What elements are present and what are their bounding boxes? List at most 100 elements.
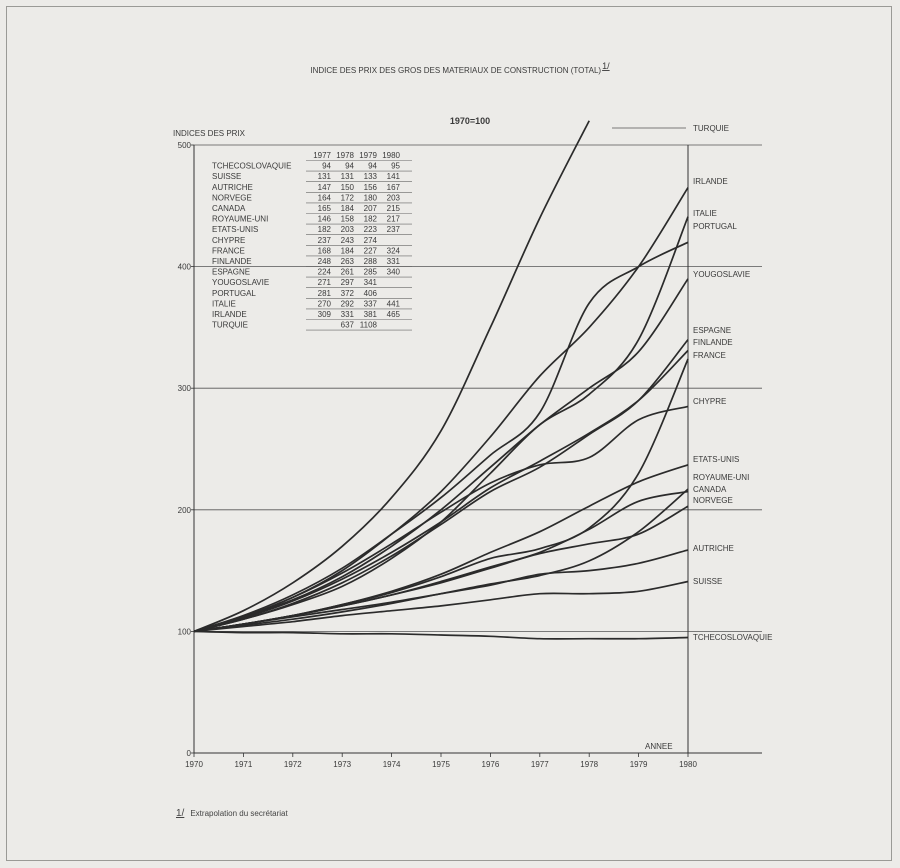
y-axis-label: INDICES DES PRIX xyxy=(173,129,246,138)
table-row-label: CHYPRE xyxy=(212,236,245,245)
table-cell: 285 xyxy=(364,268,378,277)
x-tick-label-1977: 1977 xyxy=(531,760,549,769)
table-row-label: TURQUIE xyxy=(212,321,248,330)
table-cell: 237 xyxy=(387,225,401,234)
table-cell: 184 xyxy=(341,246,355,255)
footnote: 1/Extrapolation du secrétariat xyxy=(176,808,288,819)
table-cell: 340 xyxy=(387,268,401,277)
footnote-text: Extrapolation du secrétariat xyxy=(190,809,288,818)
table-cell: 131 xyxy=(318,172,332,181)
table-cell: 217 xyxy=(387,215,401,224)
table-cell: 263 xyxy=(341,257,355,266)
x-tick-label-1974: 1974 xyxy=(383,760,401,769)
table-row-label: SUISSE xyxy=(212,172,241,181)
table-row-label: FINLANDE xyxy=(212,257,252,266)
y-tick-label-200: 200 xyxy=(178,506,192,515)
table-cell: 207 xyxy=(364,204,378,213)
y-tick-label-0: 0 xyxy=(187,749,192,758)
series-line-portugal xyxy=(193,241,689,633)
table-cell: 180 xyxy=(364,193,378,202)
right-label-italie: ITALIE xyxy=(693,209,717,218)
table-cell: 182 xyxy=(364,215,378,224)
y-tick-label-100: 100 xyxy=(178,627,192,636)
table-cell: 248 xyxy=(318,257,332,266)
table-cell: 381 xyxy=(364,310,378,319)
series-line-yougoslavie xyxy=(193,278,689,633)
series-line-france xyxy=(193,358,689,633)
table-cell: 288 xyxy=(364,257,378,266)
series-line-suisse xyxy=(193,580,689,633)
table-cell: 331 xyxy=(387,257,401,266)
x-tick-label-1979: 1979 xyxy=(630,760,648,769)
y-tick-label-500: 500 xyxy=(178,141,192,150)
right-label-tchecoslovaquie: TCHECOSLOVAQUIE xyxy=(693,633,772,642)
right-label-autriche: AUTRICHE xyxy=(693,544,734,553)
table-cell: 297 xyxy=(341,278,355,287)
table-cell: 292 xyxy=(341,299,355,308)
table-cell: 184 xyxy=(341,204,355,213)
table-row-label: PORTUGAL xyxy=(212,289,256,298)
table-cell: 237 xyxy=(318,236,332,245)
right-label-yougoslavie: YOUGOSLAVIE xyxy=(693,270,750,279)
table-cell: 270 xyxy=(318,299,332,308)
x-tick-label-1975: 1975 xyxy=(432,760,450,769)
table-cell: 281 xyxy=(318,289,332,298)
table-cell: 150 xyxy=(341,183,355,192)
page-frame xyxy=(6,6,892,861)
table-cell: 203 xyxy=(341,225,355,234)
x-tick-label-1970: 1970 xyxy=(185,760,203,769)
table-cell: 274 xyxy=(364,236,378,245)
table-cell: 167 xyxy=(387,183,401,192)
right-label-suisse: SUISSE xyxy=(693,577,722,586)
table-cell: 182 xyxy=(318,225,332,234)
table-header-1977: 1977 xyxy=(313,151,331,160)
table-row-label: ITALIE xyxy=(212,299,236,308)
right-label-canada: CANADA xyxy=(693,485,727,494)
right-label-irlande: IRLANDE xyxy=(693,177,728,186)
y-tick-label-400: 400 xyxy=(178,263,192,272)
x-tick-label-1972: 1972 xyxy=(284,760,302,769)
table-cell: 271 xyxy=(318,278,332,287)
chart-subtitle: 1970=100 xyxy=(450,116,490,126)
series-line-chypre xyxy=(193,405,689,633)
table-row-label: NORVEGE xyxy=(212,193,252,202)
table-cell: 131 xyxy=(341,172,355,181)
right-label-portugal: PORTUGAL xyxy=(693,222,737,231)
table-row-label: CANADA xyxy=(212,204,246,213)
right-label-espagne: ESPAGNE xyxy=(693,326,731,335)
table-cell: 261 xyxy=(341,268,355,277)
table-cell: 94 xyxy=(345,162,354,171)
table-cell: 341 xyxy=(364,278,378,287)
table-cell: 465 xyxy=(387,310,401,319)
table-cell: 215 xyxy=(387,204,401,213)
right-label-france: FRANCE xyxy=(693,351,726,360)
right-label-chypre: CHYPRE xyxy=(693,397,726,406)
table-cell: 164 xyxy=(318,193,332,202)
series-line-autriche xyxy=(193,549,689,633)
series-line-espagne xyxy=(193,339,689,633)
x-axis-label: ANNEE xyxy=(645,742,673,751)
footnote-mark: 1/ xyxy=(176,808,185,819)
table-cell: 309 xyxy=(318,310,332,319)
table-cell: 94 xyxy=(368,162,377,171)
table-cell: 227 xyxy=(364,246,378,255)
table-cell: 133 xyxy=(364,172,378,181)
x-tick-label-1971: 1971 xyxy=(235,760,253,769)
table-row-label: IRLANDE xyxy=(212,310,247,319)
right-label-royaume-uni: ROYAUME-UNI xyxy=(693,473,749,482)
table-row-label: YOUGOSLAVIE xyxy=(212,278,269,287)
table-cell: 156 xyxy=(364,183,378,192)
table-cell: 372 xyxy=(341,289,355,298)
table-row-label: AUTRICHE xyxy=(212,183,253,192)
right-label-turquie: TURQUIE xyxy=(693,124,729,133)
table-cell: 146 xyxy=(318,215,332,224)
table-cell: 331 xyxy=(341,310,355,319)
x-tick-label-1973: 1973 xyxy=(333,760,351,769)
table-cell: 1108 xyxy=(360,321,378,330)
x-tick-label-1976: 1976 xyxy=(482,760,500,769)
x-tick-label-1980: 1980 xyxy=(679,760,697,769)
series-line-finlande xyxy=(193,349,689,633)
right-label-etats-unis: ETATS-UNIS xyxy=(693,455,739,464)
table-cell: 637 xyxy=(341,321,355,330)
